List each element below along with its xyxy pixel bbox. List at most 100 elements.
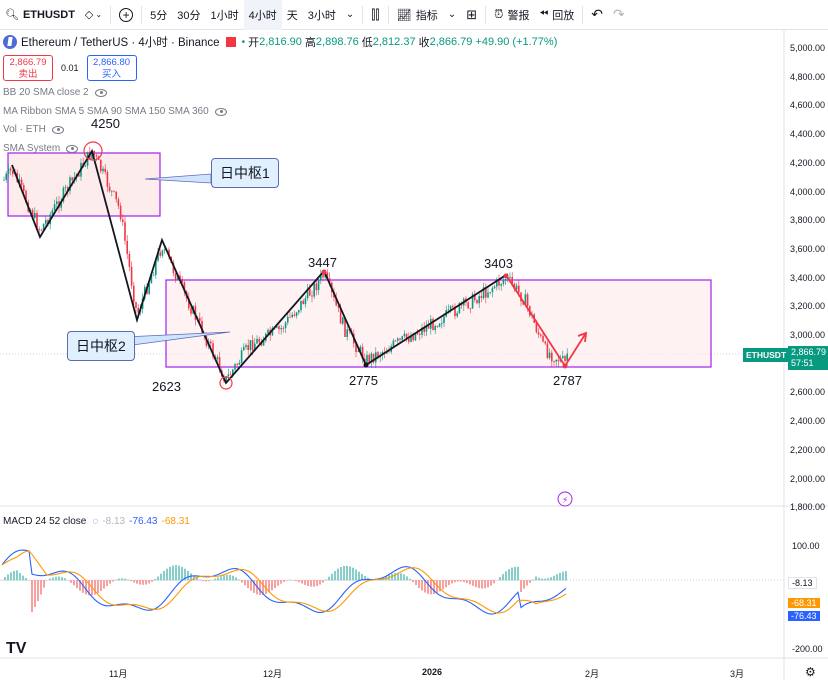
chart-type-button[interactable]: ⫿⫿ [366,0,384,30]
price-axis-label: 4,200.00 [790,157,826,168]
eye-icon[interactable] [94,88,107,97]
candle-body [133,285,135,303]
macd-hist-bar [250,580,252,591]
interval-1h[interactable]: 1小时 [210,9,239,22]
indicators-icon: 📈︎ [396,7,412,22]
pivot-zone-2[interactable] [165,279,712,368]
pivot-2-callout[interactable]: 日中枢2 [67,331,135,361]
eye-icon[interactable] [51,125,64,134]
macd-hist-bar [67,580,69,581]
macd-hist-bar [148,580,150,584]
candle-body [366,354,368,365]
macd-hist-bar [34,580,36,607]
redo-button[interactable]: ↷ [608,0,630,30]
macd-hist-bar [226,574,228,581]
macd-hist-bar [22,575,24,581]
candle-body [491,288,494,293]
candle-body [115,191,117,200]
candle-body [106,171,109,187]
candle-body [326,272,329,279]
pivot-1-callout[interactable]: 日中枢1 [211,158,279,188]
macd-hist-bar [421,580,423,591]
buy-button[interactable]: 2,866.80 买入 [86,55,137,81]
candle-body [304,298,307,305]
candle-body [152,274,155,276]
divider [485,5,487,24]
candle-body [126,240,128,254]
macd-hist-bar [496,580,498,581]
macd-legend[interactable]: MACD 24 52 close ◌ -8.13 -76.43 -68.31 [3,516,190,527]
candle-body [225,376,227,382]
indicators-dropdown[interactable]: ⌄ [443,0,461,30]
candle-body [278,326,280,330]
macd-hist-bar [325,579,327,581]
macd-hist-bar [412,580,414,583]
candle-body [436,326,439,327]
alert-button[interactable]: ⏰︎ 警报 [489,0,534,30]
interval-dropdown[interactable]: ⌄ [341,0,359,30]
macd-hist-value: -8.13 [102,516,126,527]
candle-body [403,333,406,337]
macd-hist-bar [301,580,303,584]
top-marker-4250 [83,141,103,161]
spread-value: 0.01 [61,63,79,73]
macd-hist-bar [103,580,105,589]
settings-gear-icon[interactable]: ⚙︎ [805,665,816,679]
point-3447 [321,269,327,275]
pivot-zone-1[interactable] [7,152,161,217]
point-2775 [363,362,369,368]
sell-button[interactable]: 2,866.79 卖出 [3,55,53,81]
symbol-search-button[interactable]: 🔍︎ ETHUSDT [0,0,80,30]
buy-label: 买入 [102,69,122,80]
indicator-ma-ribbon[interactable]: MA Ribbon SMA 5 SMA 90 SMA 150 SMA 360 [3,106,227,117]
candle-body [449,306,452,310]
macd-hist-bar [160,573,162,581]
interval-1d[interactable]: 天 [286,9,298,22]
indicators-button[interactable]: 📈︎ 指标 [392,0,443,30]
lightning-icon[interactable] [557,491,573,507]
candle-body [320,274,322,281]
indicator-bb[interactable]: BB 20 SMA close 2 [3,87,107,98]
divider [362,5,364,24]
undo-button[interactable]: ↶ [586,0,608,30]
macd-histogram [1,565,567,613]
macd-hist-bar [316,580,318,586]
macd-hist-bar [157,576,159,581]
candle-body [306,288,309,299]
eye-icon[interactable] [214,107,227,116]
macd-hist-bar [466,580,468,584]
macd-hist-bar [505,571,507,581]
candle-body [155,260,157,275]
candle-body [284,322,287,329]
macd-hist-bar [118,578,120,581]
label-3403: 3403 [484,256,513,271]
indicator-vol[interactable]: Vol · ETH [3,124,64,135]
add-symbol-button[interactable]: + [114,0,138,30]
interval-30m[interactable]: 30分 [177,9,201,22]
candle-body [199,317,201,321]
interval-4h[interactable]: 4小时 [243,0,282,30]
interval-3h[interactable]: 3小时 [307,9,336,22]
arrow-head [577,331,588,343]
macd-hist-bar [211,579,213,581]
gem-button[interactable]: ◇ ⌄ [80,0,107,30]
indicator-sma-system[interactable]: SMA System [3,143,79,154]
price-chart[interactable]: ⚡︎ [0,30,828,680]
macd-hist-bar [58,576,60,581]
replay-button[interactable]: ⏪︎ 回放 [534,0,579,30]
candle-body [447,309,450,311]
candle-body [100,159,102,172]
layout-button[interactable]: ⊞ [461,0,482,30]
eye-icon[interactable] [66,144,79,153]
macd-hist-bar [490,580,492,586]
candle-body [287,316,289,323]
label-2775: 2775 [349,373,378,388]
chevron-down-icon: ⌄ [447,9,457,20]
interval-5m[interactable]: 5分 [150,9,168,22]
macd-hist-bar [232,575,234,581]
candle-body [130,266,133,286]
candle-body [370,353,373,363]
macd-hist-bar [88,580,90,596]
macd-hist-bar [295,580,297,582]
candle-body [348,329,351,331]
